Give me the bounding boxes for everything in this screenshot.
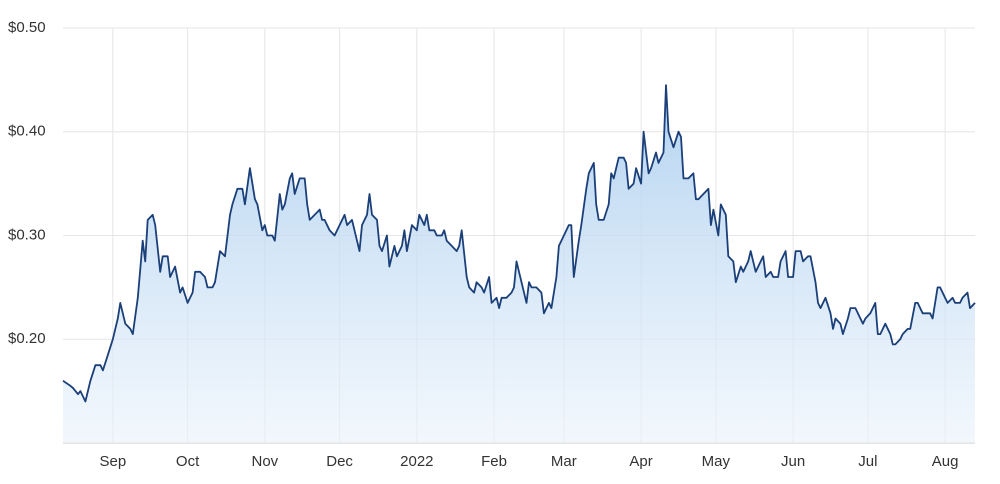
x-tick-label: Apr	[629, 453, 652, 470]
x-tick-label: Nov	[251, 453, 278, 470]
y-tick-label: $0.40	[8, 123, 46, 140]
area-fill	[63, 85, 975, 443]
y-tick-label: $0.20	[8, 330, 46, 347]
y-tick-label: $0.30	[8, 226, 46, 243]
x-tick-label: Feb	[481, 453, 507, 470]
x-tick-label: 2022	[400, 453, 433, 470]
x-tick-label: Jul	[858, 453, 877, 470]
x-tick-label: May	[702, 453, 731, 470]
x-tick-label: Mar	[551, 453, 577, 470]
x-tick-label: Oct	[176, 453, 200, 470]
x-tick-label: Aug	[932, 453, 959, 470]
x-tick-label: Sep	[99, 453, 126, 470]
x-tick-label: Dec	[326, 453, 353, 470]
x-tick-label: Jun	[781, 453, 805, 470]
y-tick-label: $0.50	[8, 19, 46, 36]
price-line	[62, 84, 976, 403]
